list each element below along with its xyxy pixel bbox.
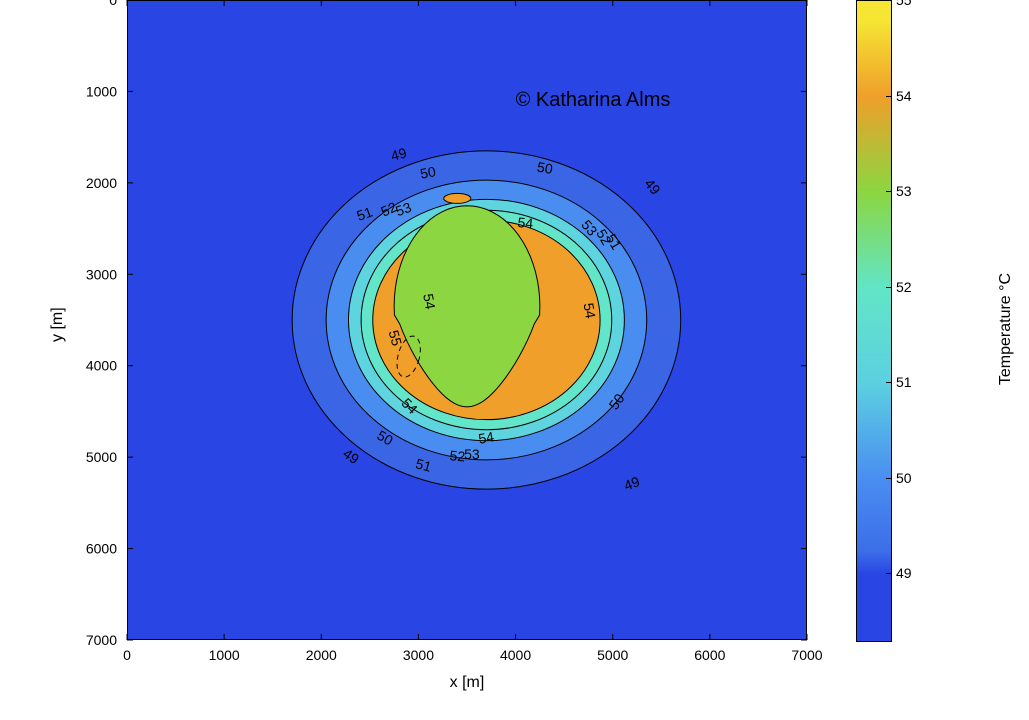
x-axis-label: x [m] bbox=[437, 674, 497, 692]
x-tick-label: 6000 bbox=[694, 647, 725, 663]
y-tick-label: 6000 bbox=[86, 541, 117, 557]
contour-inline-label: 54 bbox=[420, 292, 438, 310]
colorbar: 49505152535455 bbox=[856, 0, 890, 640]
copyright-text: © Katharina Alms bbox=[516, 89, 671, 112]
y-tick-label: 2000 bbox=[86, 175, 117, 191]
x-tick-label: 4000 bbox=[500, 647, 531, 663]
y-tick-label: 5000 bbox=[86, 449, 117, 465]
colorbar-tick-label: 49 bbox=[890, 565, 912, 581]
colorbar-tick-label: 55 bbox=[890, 0, 912, 8]
contour-inline-label: 54 bbox=[477, 428, 495, 446]
contour-plot: 4949494950505050515151525252535353545454… bbox=[127, 0, 807, 640]
x-tick-label: 2000 bbox=[306, 647, 337, 663]
y-tick-label: 7000 bbox=[86, 632, 117, 648]
y-axis-label: y [m] bbox=[49, 307, 67, 342]
colorbar-tick-label: 50 bbox=[890, 470, 912, 486]
colorbar-tick-label: 52 bbox=[890, 279, 912, 295]
colorbar-tick-label: 54 bbox=[890, 88, 912, 104]
x-tick-label: 3000 bbox=[403, 647, 434, 663]
contour-inline-label: 53 bbox=[464, 446, 480, 462]
y-tick-label: 1000 bbox=[86, 83, 117, 99]
x-tick-label: 5000 bbox=[597, 647, 628, 663]
contour-inline-label: 50 bbox=[536, 159, 554, 177]
contour-inline-label: 54 bbox=[517, 214, 534, 231]
y-tick-label: 3000 bbox=[86, 266, 117, 282]
colorbar-tick-label: 51 bbox=[890, 374, 912, 390]
colorbar-axis-label: Temperature °C bbox=[997, 273, 1015, 385]
figure: 4949494950505050515151525252535353545454… bbox=[0, 0, 1029, 720]
y-tick-label: 4000 bbox=[86, 358, 117, 374]
x-tick-label: 7000 bbox=[791, 647, 822, 663]
contour-inline-label: 54 bbox=[580, 302, 598, 320]
y-tick-label: 0 bbox=[109, 0, 117, 8]
contour-tiny-54 bbox=[444, 193, 471, 203]
colorbar-tick-label: 53 bbox=[890, 183, 912, 199]
contour-inline-label: 50 bbox=[419, 163, 437, 181]
x-tick-label: 1000 bbox=[209, 647, 240, 663]
x-tick-label: 0 bbox=[123, 647, 131, 663]
